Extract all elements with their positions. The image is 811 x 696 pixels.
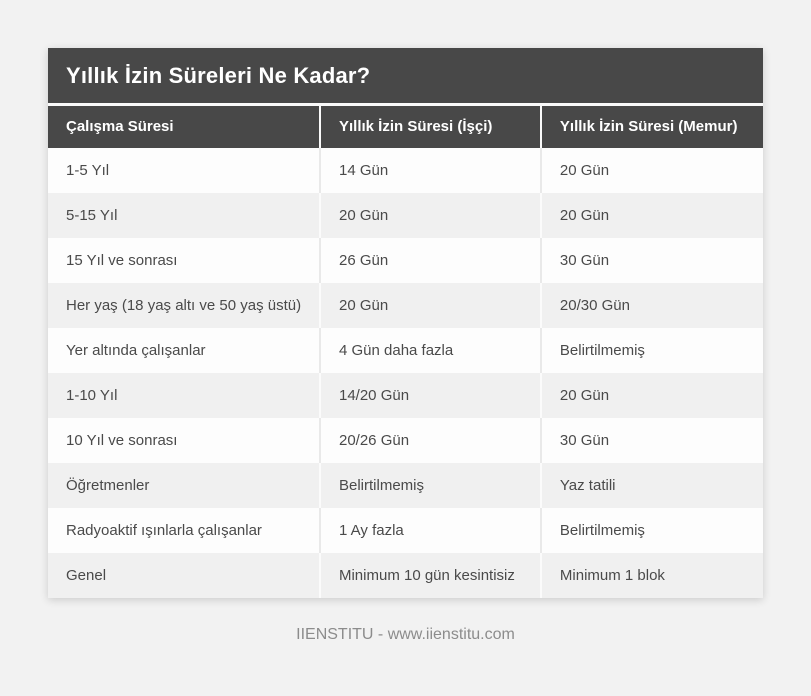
cell-worker-leave: 20 Gün <box>318 283 540 328</box>
cell-work-duration: 1-5 Yıl <box>66 162 110 179</box>
cell-work-duration: 1-10 Yıl <box>66 387 118 404</box>
table-row: Yer altında çalışanlar 4 Gün daha fazla … <box>48 328 763 373</box>
cell-civil-servant-leave: 30 Gün <box>539 238 763 283</box>
cell-worker-leave: 1 Ay fazla <box>318 508 540 553</box>
annual-leave-table-card: Yıllık İzin Süreleri Ne Kadar? Çalışma S… <box>48 48 763 598</box>
cell-work-duration: 10 Yıl ve sonrası <box>66 432 178 449</box>
table-row: 5-15 Yıl 20 Gün 20 Gün <box>48 193 763 238</box>
cell-worker-leave: 20 Gün <box>318 193 540 238</box>
table-row: 1-5 Yıl 14 Gün 20 Gün <box>48 148 763 193</box>
cell-civil-servant-leave: 20 Gün <box>539 373 763 418</box>
cell-worker-leave: 20/26 Gün <box>318 418 540 463</box>
cell-civil-servant-leave: 20 Gün <box>539 193 763 238</box>
cell-worker-leave: Minimum 10 gün kesintisiz <box>318 553 540 598</box>
cell-work-duration: 5-15 Yıl <box>66 207 118 224</box>
cell-civil-servant-leave: 20/30 Gün <box>539 283 763 328</box>
table-header-row: Çalışma Süresi Yıllık İzin Süresi (İşçi)… <box>48 106 763 148</box>
cell-worker-leave: 4 Gün daha fazla <box>318 328 540 373</box>
cell-work-duration: Her yaş (18 yaş altı ve 50 yaş üstü) <box>66 297 302 314</box>
cell-civil-servant-leave: 20 Gün <box>539 148 763 193</box>
cell-worker-leave: Belirtilmemiş <box>318 463 540 508</box>
cell-civil-servant-leave: Belirtilmemiş <box>539 328 763 373</box>
cell-worker-leave: 14 Gün <box>318 148 540 193</box>
table-row: Her yaş (18 yaş altı ve 50 yaş üstü) 20 … <box>48 283 763 328</box>
cell-work-duration: 15 Yıl ve sonrası <box>66 252 178 269</box>
cell-work-duration: Genel <box>66 567 107 584</box>
cell-civil-servant-leave: Yaz tatili <box>539 463 763 508</box>
cell-work-duration: Radyoaktif ışınlarla çalışanlar <box>66 522 262 539</box>
column-header-civil-servant-leave: Yıllık İzin Süresi (Memur) <box>539 106 763 148</box>
cell-work-duration: Yer altında çalışanlar <box>66 342 206 359</box>
table-row: 15 Yıl ve sonrası 26 Gün 30 Gün <box>48 238 763 283</box>
table-row: Genel Minimum 10 gün kesintisiz Minimum … <box>48 553 763 598</box>
page-title: Yıllık İzin Süreleri Ne Kadar? <box>48 48 763 106</box>
cell-worker-leave: 14/20 Gün <box>318 373 540 418</box>
cell-civil-servant-leave: Belirtilmemiş <box>539 508 763 553</box>
cell-civil-servant-leave: 30 Gün <box>539 418 763 463</box>
footer-credit: IIENSTITU - www.iienstitu.com <box>296 626 515 643</box>
table-row: Radyoaktif ışınlarla çalışanlar 1 Ay faz… <box>48 508 763 553</box>
cell-civil-servant-leave: Minimum 1 blok <box>539 553 763 598</box>
table-row: 10 Yıl ve sonrası 20/26 Gün 30 Gün <box>48 418 763 463</box>
table-row: Öğretmenler Belirtilmemiş Yaz tatili <box>48 463 763 508</box>
column-header-work-duration: Çalışma Süresi <box>66 118 174 135</box>
cell-work-duration: Öğretmenler <box>66 477 150 494</box>
column-header-worker-leave: Yıllık İzin Süresi (İşçi) <box>318 106 540 148</box>
table-row: 1-10 Yıl 14/20 Gün 20 Gün <box>48 373 763 418</box>
cell-worker-leave: 26 Gün <box>318 238 540 283</box>
